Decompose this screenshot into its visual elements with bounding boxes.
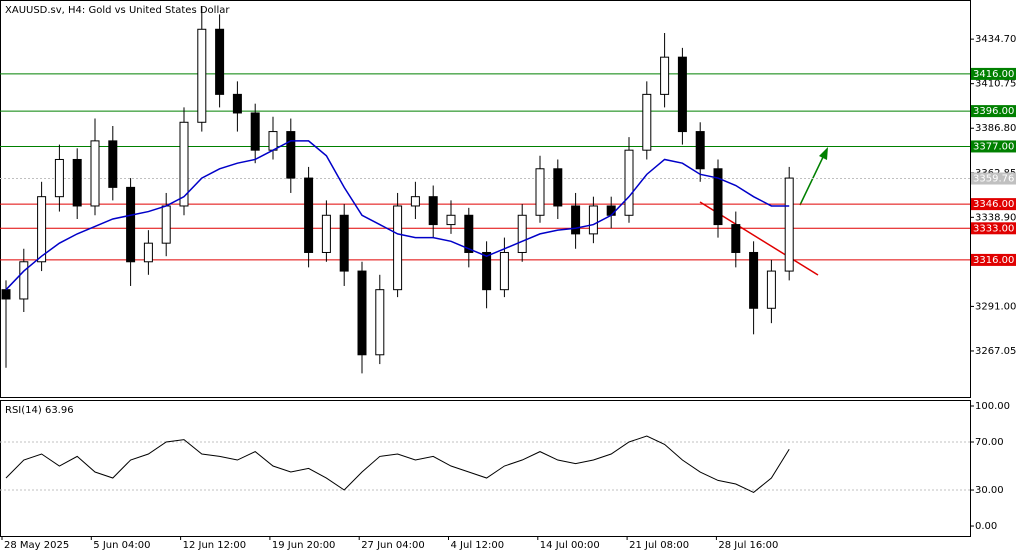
level-label: 3416.00: [973, 69, 1014, 80]
x-tick-label: 5 Jun 04:00: [93, 540, 150, 551]
candle-body: [731, 224, 741, 253]
candle-body: [535, 168, 545, 216]
moving-average: [5, 140, 790, 291]
x-tick-label: 28 May 2025: [4, 540, 69, 551]
x-tick-label: 21 Jul 08:00: [629, 540, 689, 551]
candle-body: [642, 93, 652, 151]
y-tick-label: 3386.80: [975, 123, 1016, 134]
level-box: [971, 140, 1016, 153]
candle-body: [410, 196, 420, 207]
candle-body: [339, 214, 349, 272]
candle-body: [375, 289, 385, 356]
candle-body: [464, 214, 474, 253]
candle-body: [19, 261, 29, 300]
y-tick-label: 3338.90: [975, 212, 1016, 223]
candle-body: [713, 168, 723, 226]
x-tick-label: 12 Jun 12:00: [183, 540, 247, 551]
candle-body: [571, 205, 581, 235]
candle-body: [553, 168, 563, 207]
x-tick-label: 28 Jul 16:00: [718, 540, 778, 551]
y-tick-label: 30.00: [975, 485, 1004, 496]
candle-body: [304, 177, 314, 253]
candle-body: [393, 205, 403, 291]
candle-body: [90, 140, 100, 207]
level-box: [971, 253, 1016, 266]
x-tick-label: 4 Jul 12:00: [451, 540, 505, 551]
candle-body: [446, 214, 456, 226]
last-price-box: [971, 172, 1016, 185]
y-tick-label: 3291.00: [975, 301, 1016, 312]
level-label: 3333.00: [973, 223, 1014, 234]
rsi-frame: [0, 400, 971, 537]
candle-body: [161, 205, 171, 244]
candle-body: [624, 149, 634, 216]
candle-body: [357, 270, 367, 356]
candle-body: [126, 186, 136, 263]
level-label: 3346.00: [973, 199, 1014, 210]
arrow-head: [819, 147, 828, 160]
level-label: 3396.00: [973, 106, 1014, 117]
candle-body: [1, 289, 11, 300]
candle-body: [321, 214, 331, 253]
level-box: [971, 67, 1016, 80]
candle-body: [749, 251, 759, 309]
candle-body: [215, 28, 225, 95]
level-box: [971, 105, 1016, 118]
candle-body: [268, 131, 278, 151]
rsi-line: [5, 435, 790, 494]
last-price-label: 3359.76: [973, 174, 1014, 185]
arrow-line: [799, 154, 825, 206]
y-tick-label: 3434.70: [975, 34, 1016, 45]
candle-body: [232, 93, 242, 114]
candle-body: [606, 205, 616, 216]
candle-body: [108, 140, 118, 188]
candle-body: [143, 242, 153, 263]
candle-body: [72, 158, 82, 207]
candle-body: [37, 196, 47, 263]
level-label: 3377.00: [973, 141, 1014, 152]
chart-title: XAUUSD.sv, H4: Gold vs United States Dol…: [5, 5, 230, 16]
level-box: [971, 198, 1016, 211]
rsi-title: RSI(14) 63.96: [5, 405, 74, 416]
candle-body: [54, 158, 64, 198]
candle-body: [197, 28, 207, 123]
candle-body: [517, 214, 527, 253]
x-tick-label: 19 Jun 20:00: [272, 540, 336, 551]
level-label: 3316.00: [973, 255, 1014, 266]
candle-body: [695, 131, 705, 170]
y-tick-label: 100.00: [975, 401, 1010, 412]
y-tick-label: 3267.05: [975, 346, 1016, 357]
y-tick-label: 3410.75: [975, 79, 1016, 90]
y-tick-label: 70.00: [975, 437, 1004, 448]
candle-body: [250, 112, 260, 151]
candle-body: [660, 56, 670, 95]
candle-body: [428, 196, 438, 226]
candle-body: [499, 251, 509, 291]
candle-body: [784, 177, 794, 272]
candle-body: [677, 56, 687, 133]
candle-body: [179, 121, 189, 207]
candle-body: [588, 205, 598, 235]
candle-body: [766, 270, 776, 309]
x-tick-label: 14 Jul 00:00: [540, 540, 600, 551]
main-frame: [0, 0, 971, 398]
candle-body: [482, 251, 492, 291]
candle-body: [286, 131, 296, 179]
x-tick-label: 27 Jun 04:00: [361, 540, 425, 551]
y-tick-label: 0.00: [975, 521, 997, 532]
level-box: [971, 222, 1016, 235]
